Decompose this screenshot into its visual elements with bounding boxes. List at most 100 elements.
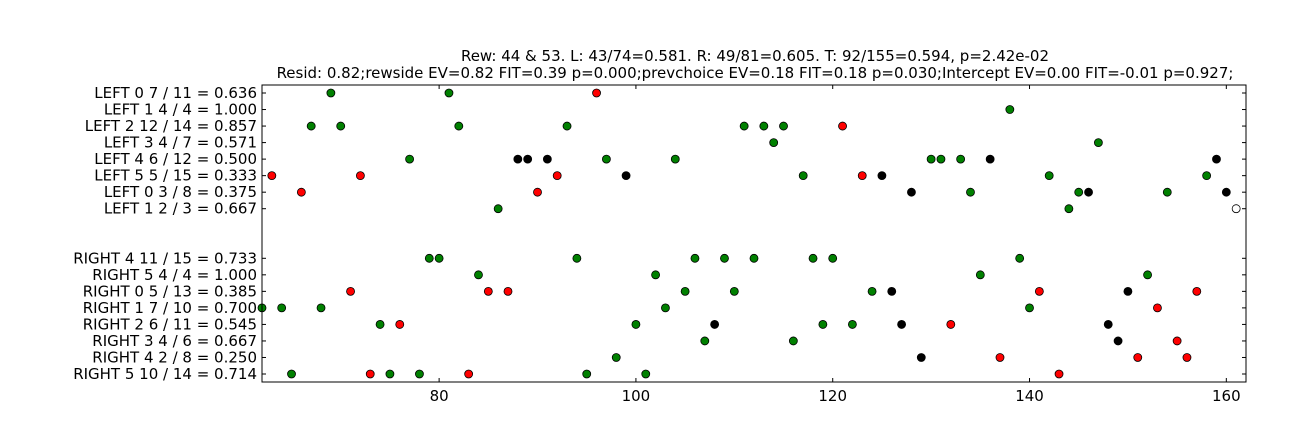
data-point xyxy=(602,154,611,164)
data-point xyxy=(710,320,720,329)
data-point xyxy=(729,286,739,296)
data-point xyxy=(385,369,395,379)
chart-title-line-2: Resid: 0.82;rewside EV=0.82 FIT=0.39 p=0… xyxy=(277,64,1234,82)
data-point xyxy=(346,286,355,296)
data-point xyxy=(523,154,533,164)
x-tick-label: 100 xyxy=(622,387,651,405)
data-point xyxy=(572,253,582,263)
data-point xyxy=(1074,187,1084,197)
data-point xyxy=(621,171,631,181)
data-point xyxy=(513,154,523,164)
data-point xyxy=(956,154,966,164)
data-point xyxy=(1025,303,1034,313)
chart-title-line-1: Rew: 44 & 53. L: 43/74=0.581. R: 49/81=0… xyxy=(461,47,1049,65)
data-point xyxy=(1172,336,1182,346)
data-point xyxy=(995,353,1005,362)
data-point xyxy=(1212,154,1221,164)
row-label: RIGHT 0 5 / 13 = 0.385 xyxy=(83,282,257,300)
data-point xyxy=(867,286,877,296)
row-label: LEFT 4 6 / 12 = 0.500 xyxy=(94,150,257,168)
data-point xyxy=(1054,369,1064,379)
row-label: RIGHT 1 7 / 10 = 0.700 xyxy=(83,299,257,317)
x-tick-label: 160 xyxy=(1212,387,1241,405)
data-point xyxy=(1123,286,1133,296)
data-point xyxy=(306,121,316,131)
data-point xyxy=(798,171,808,181)
data-point xyxy=(503,286,513,296)
data-point xyxy=(749,253,759,263)
data-point xyxy=(966,187,975,197)
data-point xyxy=(887,286,897,296)
data-point xyxy=(1103,320,1113,329)
data-point xyxy=(316,303,326,313)
data-point xyxy=(848,320,857,329)
data-point xyxy=(533,187,542,197)
data-point xyxy=(857,171,867,181)
data-point xyxy=(375,320,385,329)
row-label: LEFT 0 3 / 8 = 0.375 xyxy=(104,183,257,201)
data-point xyxy=(670,154,680,164)
data-point xyxy=(907,187,916,197)
row-label: LEFT 1 4 / 4 = 1.000 xyxy=(104,101,257,119)
data-point xyxy=(1143,270,1152,280)
data-point xyxy=(779,121,788,131)
data-point xyxy=(552,171,562,181)
data-point xyxy=(415,369,424,379)
x-tick-label: 120 xyxy=(818,387,847,405)
data-point xyxy=(838,121,847,131)
data-point xyxy=(975,270,985,280)
data-point xyxy=(474,270,483,280)
data-point xyxy=(936,154,946,164)
data-point xyxy=(287,369,296,379)
data-point xyxy=(336,121,346,131)
data-point xyxy=(1133,353,1143,362)
data-point xyxy=(582,369,592,379)
x-tick-label: 140 xyxy=(1015,387,1044,405)
data-points xyxy=(257,88,1241,379)
data-point xyxy=(808,253,818,263)
data-point xyxy=(424,253,434,263)
data-point xyxy=(818,320,828,329)
x-ticks: 80 100 120 140 160 xyxy=(430,85,1241,405)
data-point xyxy=(1153,303,1162,313)
data-point xyxy=(1094,138,1103,147)
data-point xyxy=(326,88,336,98)
data-point xyxy=(641,369,651,379)
data-point xyxy=(680,286,690,296)
data-point xyxy=(277,303,287,313)
y-ticks xyxy=(262,92,1246,375)
data-point xyxy=(444,88,454,98)
row-label: RIGHT 4 2 / 8 = 0.250 xyxy=(92,348,257,366)
data-point xyxy=(355,171,365,181)
row-label: RIGHT 3 4 / 6 = 0.667 xyxy=(92,332,257,350)
row-label: LEFT 3 4 / 7 = 0.571 xyxy=(104,134,257,152)
data-point xyxy=(720,253,729,263)
row-label: LEFT 1 2 / 3 = 0.667 xyxy=(104,200,257,218)
data-point xyxy=(759,121,769,131)
data-point xyxy=(926,154,936,164)
row-label: LEFT 5 5 / 15 = 0.333 xyxy=(94,167,257,185)
data-point xyxy=(454,121,464,131)
data-point xyxy=(700,336,710,346)
data-point xyxy=(1202,171,1212,181)
data-point xyxy=(1005,105,1015,114)
row-label: RIGHT 2 6 / 11 = 0.545 xyxy=(83,315,257,333)
row-label: RIGHT 4 11 / 15 = 0.733 xyxy=(73,249,257,267)
data-point xyxy=(661,303,670,313)
data-point xyxy=(1162,187,1172,197)
data-point xyxy=(1221,187,1231,197)
data-point xyxy=(877,171,887,181)
data-point xyxy=(631,320,641,329)
x-tick-label: 80 xyxy=(430,387,449,405)
data-point xyxy=(434,253,444,263)
row-label: RIGHT 5 4 / 4 = 1.000 xyxy=(92,266,257,284)
data-point xyxy=(897,320,906,329)
data-point xyxy=(1113,336,1123,346)
data-point xyxy=(739,121,749,131)
data-point xyxy=(1084,187,1093,197)
row-label: LEFT 2 12 / 14 = 0.857 xyxy=(85,117,257,135)
data-point xyxy=(493,204,503,214)
data-point xyxy=(296,187,306,197)
